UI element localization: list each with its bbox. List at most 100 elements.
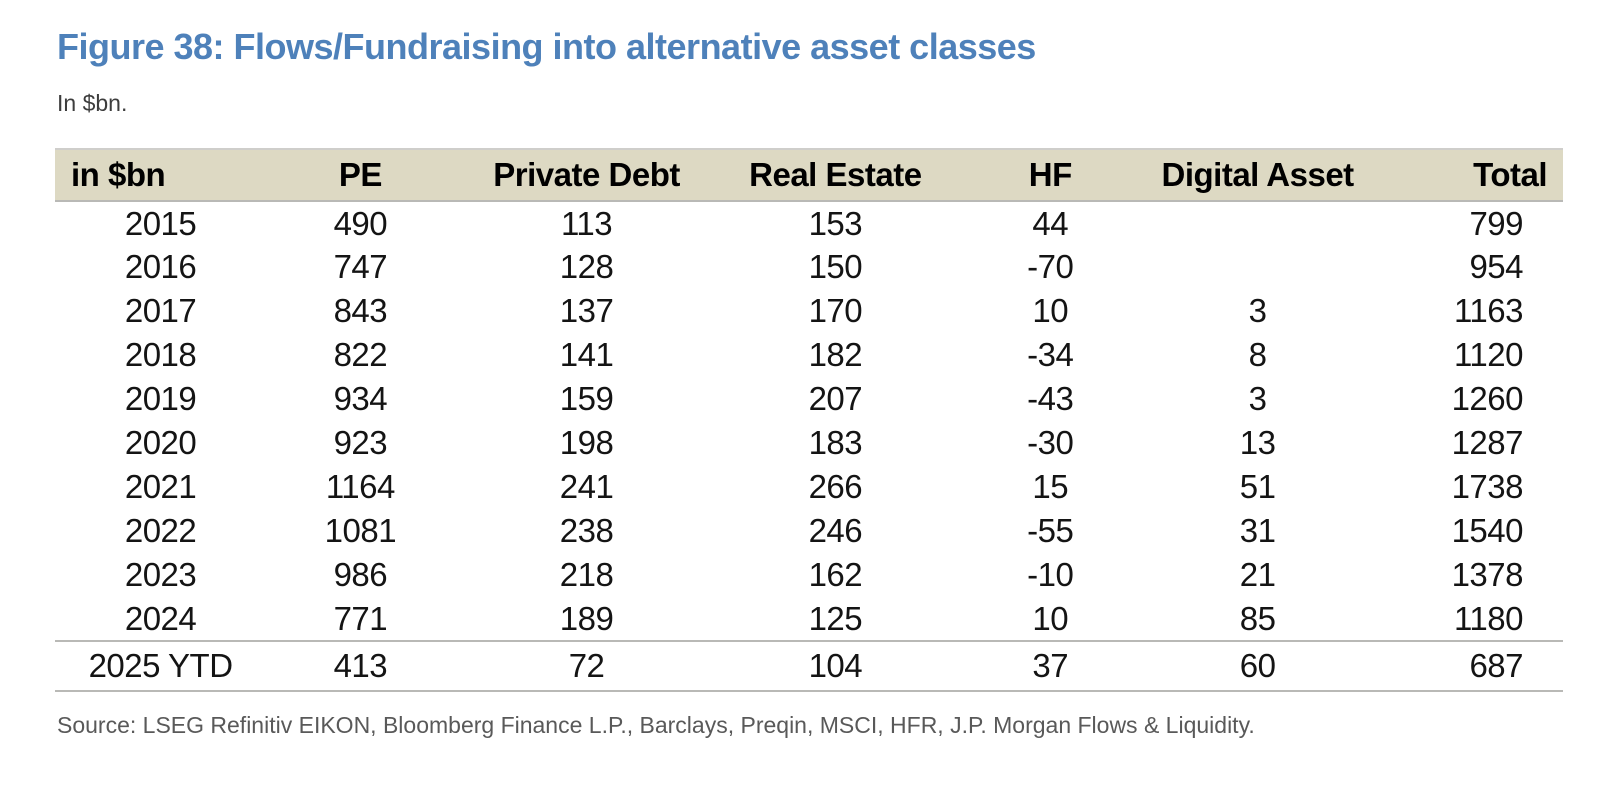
value-cell xyxy=(1148,245,1367,289)
value-cell: 13 xyxy=(1239,424,1276,461)
figure-subtitle: In $bn. xyxy=(57,90,128,116)
table-row: 2015 490 113 153 44 799 xyxy=(55,201,1563,245)
year-cell: 2023 xyxy=(124,556,197,593)
year-cell: 2016 xyxy=(124,248,197,285)
column-header-private-debt: Private Debt xyxy=(454,148,719,202)
value-cell: 125 xyxy=(718,597,953,642)
table-header-row: in $bn PE Private Debt Real Estate HF Digital… xyxy=(55,148,1563,202)
value-cell: 687 xyxy=(1366,641,1563,692)
value-cell: 21 xyxy=(1239,556,1276,593)
value-cell: 1180 xyxy=(1366,597,1563,642)
flows-fundraising-table: in $bn PE Private Debt Real Estate HF Digital… xyxy=(55,148,1563,692)
value-cell: -30 xyxy=(1027,424,1074,461)
value-cell: 218 xyxy=(559,556,614,593)
value-cell: 1163 xyxy=(1454,292,1523,329)
value-cell: 771 xyxy=(266,597,455,642)
value-cell: 183 xyxy=(808,424,863,461)
value-cell: 246 xyxy=(808,512,863,549)
table-body: 2015 490 113 153 44 799 2016 747 128 150 -70 954 201… xyxy=(55,201,1563,692)
year-cell: 2021 xyxy=(124,468,197,505)
value-cell: 1540 xyxy=(1451,512,1524,549)
value-cell: 85 xyxy=(1148,597,1367,642)
value-cell: 207 xyxy=(808,380,863,417)
table-row: 2024 771 189 125 10 85 1180 xyxy=(55,597,1563,642)
value-cell: 241 xyxy=(559,468,614,505)
value-cell: 413 xyxy=(266,641,455,692)
value-cell: 3 xyxy=(1248,380,1267,417)
year-cell: 2018 xyxy=(124,336,197,373)
value-cell xyxy=(1148,201,1367,245)
value-cell: 1738 xyxy=(1451,468,1524,505)
year-cell: 2015 xyxy=(124,204,197,242)
value-cell: 934 xyxy=(333,380,388,417)
value-cell: 923 xyxy=(333,424,388,461)
table-row: 2019 934 159 207 -43 3 1260 xyxy=(55,377,1563,421)
value-cell: -43 xyxy=(1027,380,1074,417)
figure-title: Figure 38: Flows/Fundraising into altern… xyxy=(57,26,1036,67)
column-header-digital-asset: Digital Asset xyxy=(1148,148,1367,202)
value-cell: 1378 xyxy=(1451,556,1524,593)
value-cell: 1120 xyxy=(1454,336,1523,373)
value-cell: 189 xyxy=(454,597,719,642)
table-row: 2021 1164 241 266 15 51 1738 xyxy=(55,465,1563,509)
year-cell: 2019 xyxy=(124,380,197,417)
value-cell: 51 xyxy=(1239,468,1276,505)
value-cell: 128 xyxy=(559,248,614,285)
value-cell: 8 xyxy=(1248,336,1267,373)
value-cell: 141 xyxy=(559,336,614,373)
value-cell: 150 xyxy=(808,248,863,285)
value-cell: 266 xyxy=(808,468,863,505)
year-cell: 2025 YTD xyxy=(55,641,267,692)
value-cell: 954 xyxy=(1469,248,1523,285)
value-cell: 822 xyxy=(333,336,388,373)
year-cell: 2017 xyxy=(124,292,197,329)
value-cell: 1260 xyxy=(1451,380,1524,417)
value-cell: 72 xyxy=(454,641,719,692)
value-cell: 37 xyxy=(952,641,1149,692)
table-row: 2023 986 218 162 -10 21 1378 xyxy=(55,553,1563,597)
value-cell: 843 xyxy=(333,292,388,329)
year-cell: 2020 xyxy=(124,424,197,461)
year-cell: 2024 xyxy=(55,597,267,642)
value-cell: 15 xyxy=(1032,468,1069,505)
value-cell: 490 xyxy=(333,204,388,242)
value-cell: 799 xyxy=(1469,204,1523,242)
value-cell: 1164 xyxy=(325,468,395,505)
value-cell: 153 xyxy=(808,204,863,242)
value-cell: 3 xyxy=(1248,292,1267,329)
table-row: 2017 843 137 170 10 3 1163 xyxy=(55,289,1563,333)
table-row: 2020 923 198 183 -30 13 1287 xyxy=(55,421,1563,465)
value-cell: 182 xyxy=(808,336,863,373)
column-header-total: Total xyxy=(1366,148,1563,202)
source-note: Source: LSEG Refinitiv EIKON, Bloomberg … xyxy=(57,712,1255,738)
value-cell: 10 xyxy=(952,597,1149,642)
value-cell: 986 xyxy=(333,556,388,593)
value-cell: -55 xyxy=(1027,512,1074,549)
value-cell: 159 xyxy=(559,380,614,417)
value-cell: 31 xyxy=(1239,512,1276,549)
value-cell: 44 xyxy=(1032,204,1069,242)
value-cell: -34 xyxy=(1027,336,1074,373)
value-cell: -70 xyxy=(1027,248,1074,285)
value-cell: 238 xyxy=(559,512,614,549)
table-row: 2018 822 141 182 -34 8 1120 xyxy=(55,333,1563,377)
table-row: 2016 747 128 150 -70 954 xyxy=(55,245,1563,289)
value-cell: 162 xyxy=(808,556,863,593)
value-cell: -10 xyxy=(1027,556,1074,593)
year-cell: 2022 xyxy=(124,512,197,549)
value-cell: 198 xyxy=(559,424,614,461)
table-row-ytd: 2025 YTD 413 72 104 37 60 687 xyxy=(55,641,1563,692)
value-cell: 137 xyxy=(559,292,614,329)
value-cell: 1081 xyxy=(324,512,397,549)
column-header-real-estate: Real Estate xyxy=(718,148,953,202)
value-cell: 104 xyxy=(718,641,953,692)
value-cell: 1287 xyxy=(1451,424,1524,461)
column-header-pe: PE xyxy=(266,148,455,202)
value-cell: 60 xyxy=(1148,641,1367,692)
column-header-in-bn: in $bn xyxy=(55,148,267,202)
value-cell: 170 xyxy=(808,292,863,329)
table-row: 2022 1081 238 246 -55 31 1540 xyxy=(55,509,1563,553)
column-header-hf: HF xyxy=(952,148,1149,202)
value-cell: 113 xyxy=(560,204,613,242)
